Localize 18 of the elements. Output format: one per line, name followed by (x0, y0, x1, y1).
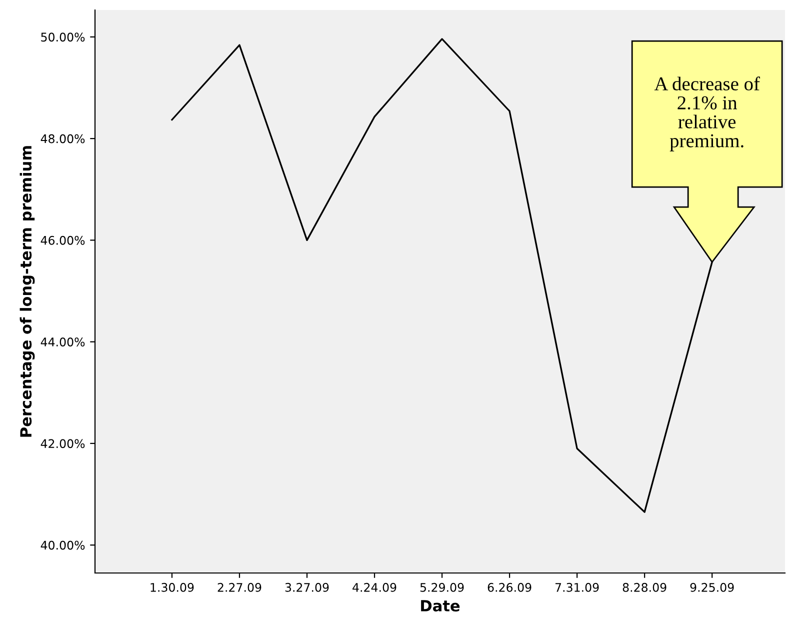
x-tick-label: 3.27.09 (285, 582, 329, 592)
x-tick-label: 1.30.09 (150, 582, 194, 592)
x-tick-label: 7.31.09 (555, 582, 599, 592)
x-tick-label: 6.26.09 (488, 582, 532, 592)
x-tick-label: 2.27.09 (218, 582, 262, 592)
y-tick-label: 48.00% (40, 134, 85, 144)
y-tick-label: 40.00% (40, 540, 85, 550)
y-tick-label: 46.00% (40, 236, 85, 245)
y-axis-title: Percentage of long-term premium (20, 146, 35, 437)
y-tick-label: 44.00% (40, 338, 85, 346)
x-tick-label: 4.24.09 (352, 582, 396, 592)
y-tick-label: 42.00% (40, 439, 85, 448)
x-tick-label: 5.29.09 (420, 582, 464, 592)
x-tick-label: 9.25.09 (690, 582, 734, 592)
x-axis-title: Date (421, 600, 460, 612)
annotation: A decrease of 2.1% in relative premium. (654, 76, 760, 152)
y-tick-label: 50.00% (41, 32, 85, 42)
x-tick-label: 8.28.09 (622, 582, 666, 592)
